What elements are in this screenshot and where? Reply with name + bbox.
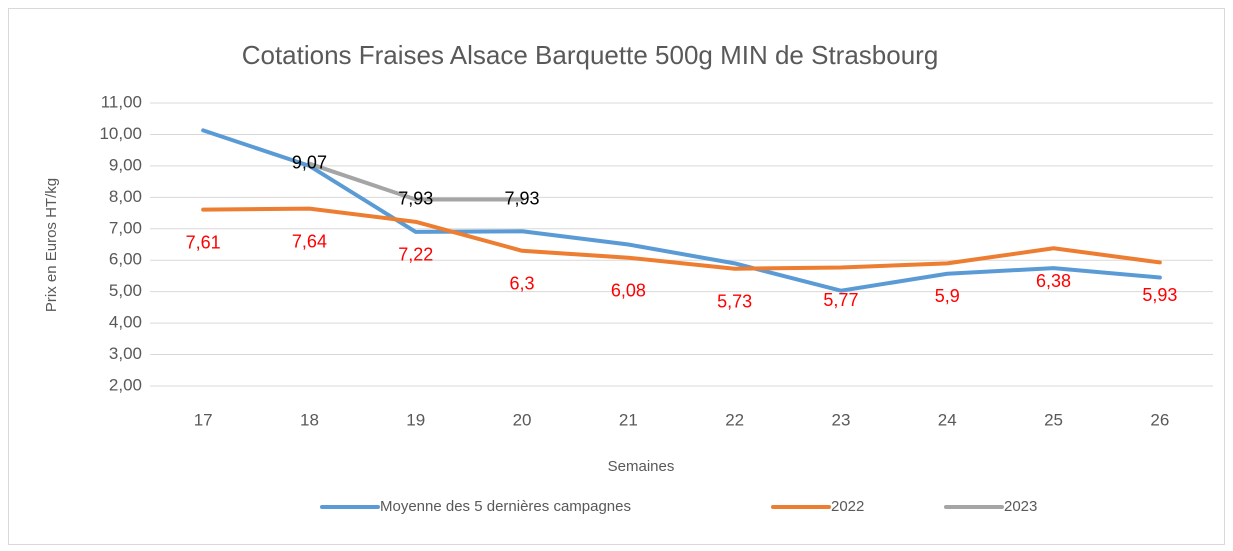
y-axis-label: Prix en Euros HT/kg	[43, 178, 60, 312]
y-tick-label: 9,00	[109, 155, 142, 174]
y-tick-label: 11,00	[101, 92, 142, 111]
x-tick-label: 25	[1044, 410, 1063, 429]
x-tick-label: 21	[619, 410, 638, 429]
data-label: 7,93	[505, 188, 540, 208]
y-tick-label: 5,00	[109, 281, 142, 300]
series-line	[201, 206, 1162, 271]
x-tick-label: 19	[406, 410, 425, 429]
data-label: 7,93	[398, 188, 433, 208]
data-label: 6,38	[1036, 271, 1071, 291]
data-label: 5,93	[1142, 285, 1177, 305]
legend-label: 2022	[831, 498, 864, 515]
data-label: 6,08	[611, 280, 646, 300]
data-label: 5,9	[935, 286, 960, 306]
data-label: 9,07	[292, 152, 327, 172]
data-label: 7,61	[186, 232, 221, 252]
x-tick-label: 18	[300, 410, 319, 429]
data-label: 7,22	[398, 245, 433, 265]
x-tick-label: 17	[194, 410, 213, 429]
x-tick-label: 26	[1150, 410, 1169, 429]
series-line	[201, 128, 1162, 293]
data-label: 5,73	[717, 291, 752, 311]
y-tick-label: 10,00	[99, 124, 142, 143]
x-tick-label: 24	[938, 410, 957, 429]
y-tick-label: 2,00	[109, 375, 142, 394]
y-tick-label: 7,00	[109, 218, 142, 237]
chart-border	[8, 8, 1225, 545]
y-tick-label: 8,00	[109, 187, 142, 206]
x-tick-label: 22	[725, 410, 744, 429]
legend-label: 2023	[1004, 498, 1037, 515]
data-label: 7,64	[292, 231, 327, 251]
x-tick-label: 23	[831, 410, 850, 429]
series-line	[307, 161, 525, 202]
chart-title: Cotations Fraises Alsace Barquette 500g …	[242, 40, 939, 70]
x-tick-label: 20	[513, 410, 532, 429]
legend-label: Moyenne des 5 dernières campagnes	[380, 498, 631, 515]
data-label: 6,3	[510, 274, 535, 294]
y-tick-label: 4,00	[109, 313, 142, 332]
data-label: 5,77	[823, 290, 858, 310]
x-axis-label: Semaines	[608, 458, 675, 475]
y-tick-label: 3,00	[109, 344, 142, 363]
y-tick-label: 6,00	[109, 250, 142, 269]
